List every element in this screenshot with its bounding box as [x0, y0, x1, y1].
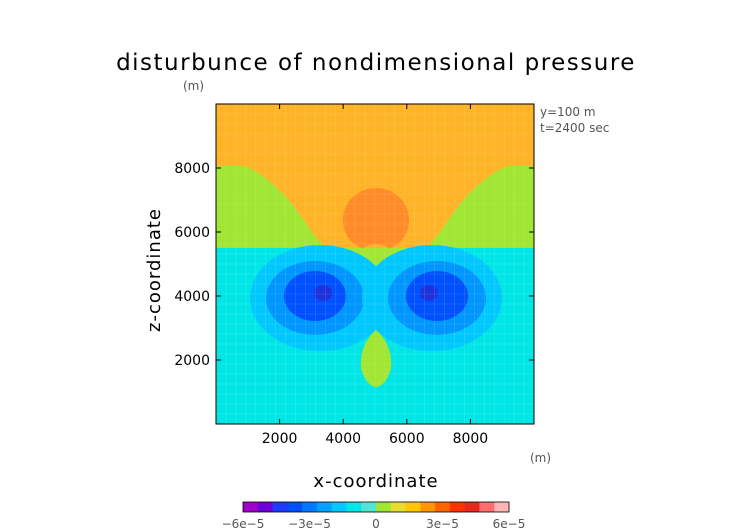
colorbar-swatch — [435, 502, 451, 512]
colorbar-swatch — [272, 502, 288, 512]
colorbar-swatch — [405, 502, 421, 512]
colorbar-label: −6e−5 — [222, 517, 265, 531]
colorbar-frame — [242, 501, 510, 513]
x-tick-label: 8000 — [453, 431, 489, 447]
colorbar-label: 3e−5 — [426, 517, 459, 531]
colorbar-swatch — [257, 502, 274, 512]
colorbar-swatch — [243, 502, 259, 512]
colorbar-swatch — [287, 502, 303, 512]
plot-frame — [215, 103, 535, 425]
annotation-time: t=2400 sec — [540, 121, 609, 135]
colorbar-swatch — [316, 502, 333, 512]
y-tick-label: 2000 — [174, 353, 210, 369]
annotation-y: y=100 m — [540, 105, 596, 119]
colorbar-swatch — [376, 502, 392, 512]
colorbar-label: −3e−5 — [288, 517, 331, 531]
x-tick-label: 2000 — [262, 431, 298, 447]
fine-grid — [216, 104, 534, 424]
x-axis-label: x-coordinate — [313, 471, 438, 492]
chart-title: disturbunce of nondimensional pressure — [116, 50, 636, 76]
colorbar-swatch — [361, 502, 377, 512]
y-tick-label: 4000 — [174, 289, 210, 305]
y-axis-label: z-coordinate — [144, 208, 165, 332]
x-tick-label: 6000 — [389, 431, 425, 447]
contour-field — [216, 104, 534, 424]
colorbar-swatch — [479, 502, 495, 512]
x-unit-label: (m) — [530, 451, 551, 465]
right-low-core — [420, 285, 438, 301]
colorbar-swatch — [494, 502, 510, 512]
colorbar: −6e−5 −3e−5 0 3e−5 6e−5 — [222, 501, 526, 531]
colorbar-swatch — [331, 502, 347, 512]
left-low-core — [314, 285, 332, 301]
axis-ticks: 2000 4000 6000 8000 2000 4000 6000 8000 — [174, 104, 534, 447]
colorbar-swatch — [390, 502, 407, 512]
y-unit-label: (m) — [183, 79, 204, 93]
colorbar-swatch — [346, 502, 362, 512]
colorbar-swatch — [302, 502, 318, 512]
field-lower-center — [360, 330, 392, 387]
colorbar-swatch — [449, 502, 466, 512]
y-tick-label: 6000 — [174, 225, 210, 241]
field-upper-core — [342, 188, 410, 248]
field-transition-band — [216, 166, 534, 281]
x-tick-label: 4000 — [325, 431, 361, 447]
colorbar-label: 6e−5 — [493, 517, 526, 531]
colorbar-swatch — [420, 502, 436, 512]
colorbar-label: 0 — [372, 517, 380, 531]
colorbar-swatch — [464, 502, 480, 512]
y-tick-label: 8000 — [174, 161, 210, 177]
